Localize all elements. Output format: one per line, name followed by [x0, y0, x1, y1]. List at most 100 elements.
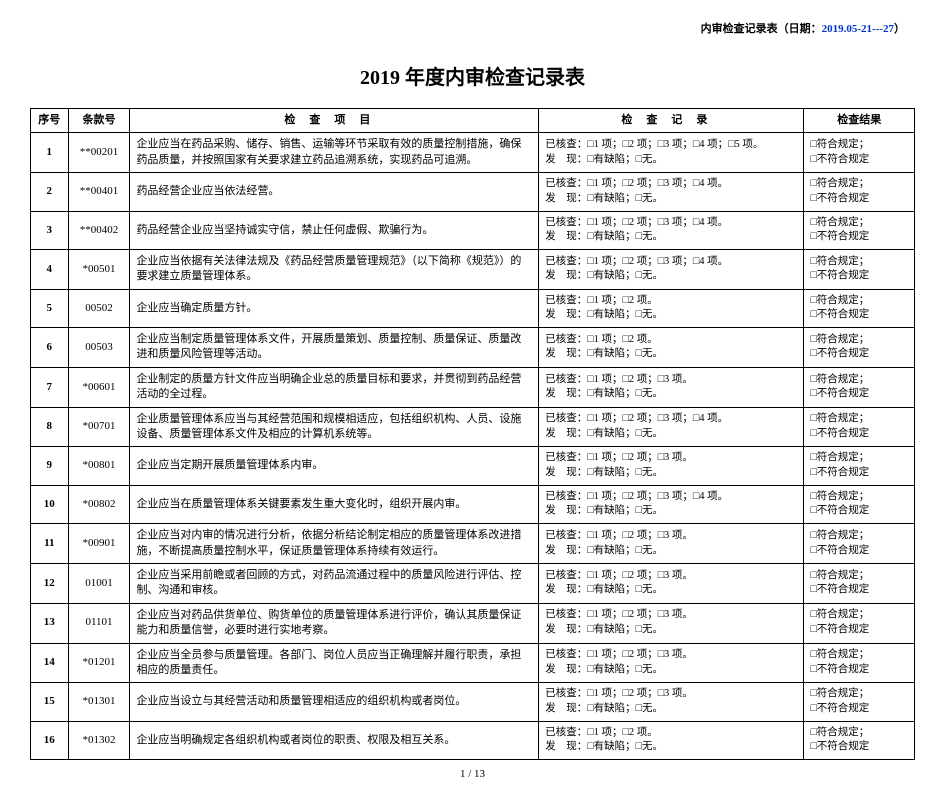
table-header-row: 序号 条款号 检查项目 检查记录 检查结果 — [31, 109, 915, 133]
table-row: 2**00401药品经营企业应当依法经营。已核查：□1 项；□2 项；□3 项；… — [31, 173, 915, 211]
cell-code: *01201 — [68, 643, 130, 683]
cell-result: □符合规定；□不符合规定 — [804, 328, 915, 368]
col-code: 条款号 — [68, 109, 130, 133]
cell-code: 01101 — [68, 603, 130, 643]
table-row: 3**00402药品经营企业应当坚持诚实守信，禁止任何虚假、欺骗行为。已核查：□… — [31, 211, 915, 249]
cell-result: □符合规定；□不符合规定 — [804, 367, 915, 407]
cell-record: 已核查：□1 项；□2 项。发 现：□有缺陷；□无。 — [539, 328, 804, 368]
cell-idx: 2 — [31, 173, 69, 211]
col-item: 检查项目 — [130, 109, 539, 133]
cell-result: □符合规定；□不符合规定 — [804, 211, 915, 249]
cell-idx: 16 — [31, 721, 69, 759]
cell-code: **00401 — [68, 173, 130, 211]
table-row: 1301101企业应当对药品供货单位、购货单位的质量管理体系进行评价，确认其质量… — [31, 603, 915, 643]
cell-record: 已核查：□1 项；□2 项；□3 项；□4 项。发 现：□有缺陷；□无。 — [539, 485, 804, 523]
cell-code: **00201 — [68, 133, 130, 173]
table-row: 4*00501企业应当依据有关法律法规及《药品经营质量管理规范》（以下简称《规范… — [31, 249, 915, 289]
table-row: 9*00801企业应当定期开展质量管理体系内审。已核查：□1 项；□2 项；□3… — [31, 447, 915, 485]
cell-code: 01001 — [68, 563, 130, 603]
cell-code: *00802 — [68, 485, 130, 523]
cell-item: 企业制定的质量方针文件应当明确企业总的质量目标和要求，并贯彻到药品经营活动的全过… — [130, 367, 539, 407]
cell-record: 已核查：□1 项；□2 项；□3 项。发 现：□有缺陷；□无。 — [539, 563, 804, 603]
cell-code: **00402 — [68, 211, 130, 249]
cell-code: *00601 — [68, 367, 130, 407]
cell-item: 企业应当设立与其经营活动和质量管理相适应的组织机构或者岗位。 — [130, 683, 539, 721]
cell-result: □符合规定；□不符合规定 — [804, 485, 915, 523]
cell-idx: 1 — [31, 133, 69, 173]
cell-item: 企业应当对内审的情况进行分析，依据分析结论制定相应的质量管理体系改进措施，不断提… — [130, 524, 539, 564]
cell-result: □符合规定；□不符合规定 — [804, 643, 915, 683]
cell-result: □符合规定；□不符合规定 — [804, 683, 915, 721]
page-sep: / — [465, 768, 474, 780]
table-row: 1201001企业应当采用前瞻或者回顾的方式，对药品流通过程中的质量风险进行评估… — [31, 563, 915, 603]
table-row: 1**00201企业应当在药品采购、储存、销售、运输等环节采取有效的质量控制措施… — [31, 133, 915, 173]
cell-idx: 7 — [31, 367, 69, 407]
cell-result: □符合规定；□不符合规定 — [804, 173, 915, 211]
col-rec: 检查记录 — [539, 109, 804, 133]
cell-idx: 9 — [31, 447, 69, 485]
table-row: 7*00601企业制定的质量方针文件应当明确企业总的质量目标和要求，并贯彻到药品… — [31, 367, 915, 407]
cell-record: 已核查：□1 项；□2 项；□3 项。发 现：□有缺陷；□无。 — [539, 643, 804, 683]
cell-item: 企业应当制定质量管理体系文件，开展质量策划、质量控制、质量保证、质量改进和质量风… — [130, 328, 539, 368]
cell-item: 企业应当依据有关法律法规及《药品经营质量管理规范》（以下简称《规范》）的要求建立… — [130, 249, 539, 289]
table-row: 600503企业应当制定质量管理体系文件，开展质量策划、质量控制、质量保证、质量… — [31, 328, 915, 368]
cell-record: 已核查：□1 项；□2 项；□3 项。发 现：□有缺陷；□无。 — [539, 524, 804, 564]
cell-result: □符合规定；□不符合规定 — [804, 407, 915, 447]
header-prefix: 内审检查记录表（日期： — [701, 23, 822, 35]
cell-item: 企业应当在药品采购、储存、销售、运输等环节采取有效的质量控制措施，确保药品质量，… — [130, 133, 539, 173]
table-row: 10*00802企业应当在质量管理体系关键要素发生重大变化时，组织开展内审。已核… — [31, 485, 915, 523]
cell-item: 企业应当明确规定各组织机构或者岗位的职责、权限及相互关系。 — [130, 721, 539, 759]
table-row: 8*00701企业质量管理体系应当与其经营范围和规模相适应，包括组织机构、人员、… — [31, 407, 915, 447]
table-row: 15*01301企业应当设立与其经营活动和质量管理相适应的组织机构或者岗位。已核… — [31, 683, 915, 721]
cell-record: 已核查：□1 项；□2 项；□3 项。发 现：□有缺陷；□无。 — [539, 603, 804, 643]
cell-idx: 14 — [31, 643, 69, 683]
cell-idx: 13 — [31, 603, 69, 643]
cell-idx: 12 — [31, 563, 69, 603]
cell-record: 已核查：□1 项；□2 项。发 现：□有缺陷；□无。 — [539, 721, 804, 759]
header-suffix: ） — [894, 23, 905, 35]
audit-table: 序号 条款号 检查项目 检查记录 检查结果 1**00201企业应当在药品采购、… — [30, 108, 915, 760]
cell-idx: 6 — [31, 328, 69, 368]
cell-result: □符合规定；□不符合规定 — [804, 133, 915, 173]
cell-code: *00901 — [68, 524, 130, 564]
cell-result: □符合规定；□不符合规定 — [804, 524, 915, 564]
cell-result: □符合规定；□不符合规定 — [804, 603, 915, 643]
cell-idx: 3 — [31, 211, 69, 249]
cell-code: *01302 — [68, 721, 130, 759]
cell-code: 00503 — [68, 328, 130, 368]
cell-idx: 15 — [31, 683, 69, 721]
cell-code: 00502 — [68, 289, 130, 327]
page-number: 1 / 13 — [30, 768, 915, 780]
cell-code: *00701 — [68, 407, 130, 447]
cell-item: 企业应当在质量管理体系关键要素发生重大变化时，组织开展内审。 — [130, 485, 539, 523]
table-row: 11*00901企业应当对内审的情况进行分析，依据分析结论制定相应的质量管理体系… — [31, 524, 915, 564]
cell-item: 企业应当采用前瞻或者回顾的方式，对药品流通过程中的质量风险进行评估、控制、沟通和… — [130, 563, 539, 603]
cell-item: 药品经营企业应当依法经营。 — [130, 173, 539, 211]
cell-result: □符合规定；□不符合规定 — [804, 563, 915, 603]
cell-record: 已核查：□1 项；□2 项；□3 项；□4 项。发 现：□有缺陷；□无。 — [539, 249, 804, 289]
cell-idx: 10 — [31, 485, 69, 523]
cell-idx: 5 — [31, 289, 69, 327]
cell-record: 已核查：□1 项；□2 项；□3 项；□4 项。发 现：□有缺陷；□无。 — [539, 211, 804, 249]
page-title: 2019 年度内审检查记录表 — [30, 61, 915, 90]
cell-result: □符合规定；□不符合规定 — [804, 447, 915, 485]
cell-item: 企业应当全员参与质量管理。各部门、岗位人员应当正确理解并履行职责，承担相应的质量… — [130, 643, 539, 683]
cell-record: 已核查：□1 项；□2 项；□3 项；□4 项；□5 项。发 现：□有缺陷；□无… — [539, 133, 804, 173]
cell-item: 企业应当确定质量方针。 — [130, 289, 539, 327]
cell-code: *00501 — [68, 249, 130, 289]
cell-item: 企业质量管理体系应当与其经营范围和规模相适应，包括组织机构、人员、设施设备、质量… — [130, 407, 539, 447]
cell-code: *01301 — [68, 683, 130, 721]
header-date-line: 内审检查记录表（日期：2019.05-21---27） — [30, 20, 915, 36]
cell-item: 企业应当对药品供货单位、购货单位的质量管理体系进行评价，确认其质量保证能力和质量… — [130, 603, 539, 643]
cell-result: □符合规定；□不符合规定 — [804, 249, 915, 289]
table-row: 14*01201企业应当全员参与质量管理。各部门、岗位人员应当正确理解并履行职责… — [31, 643, 915, 683]
cell-record: 已核查：□1 项；□2 项；□3 项。发 现：□有缺陷；□无。 — [539, 367, 804, 407]
cell-idx: 8 — [31, 407, 69, 447]
cell-idx: 4 — [31, 249, 69, 289]
col-idx: 序号 — [31, 109, 69, 133]
cell-record: 已核查：□1 项；□2 项；□3 项。发 现：□有缺陷；□无。 — [539, 683, 804, 721]
cell-record: 已核查：□1 项；□2 项；□3 项；□4 项。发 现：□有缺陷；□无。 — [539, 407, 804, 447]
cell-code: *00801 — [68, 447, 130, 485]
cell-record: 已核查：□1 项；□2 项。发 现：□有缺陷；□无。 — [539, 289, 804, 327]
header-date: 2019.05-21---27 — [822, 23, 894, 35]
